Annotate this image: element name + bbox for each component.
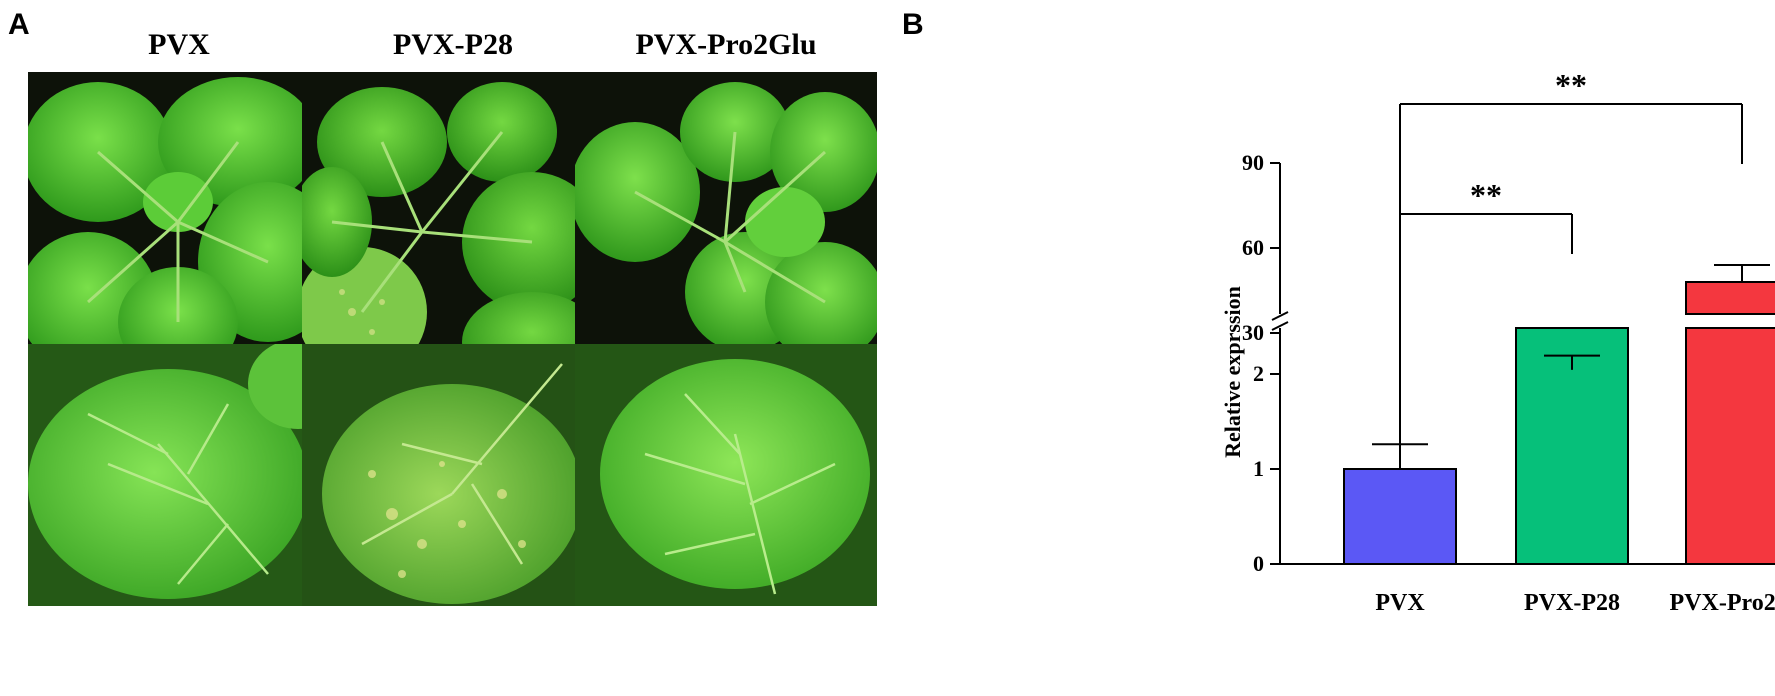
y-tick-label: 60 bbox=[1242, 235, 1264, 260]
plant-photo-pvx-whole bbox=[28, 72, 330, 372]
bar-chart: 0 1 2 30 60 90 ** ** PVX PVX-P28 PVX-Pro2Glu Rel… bbox=[1220, 67, 1775, 616]
y-tick-label: 2 bbox=[1253, 361, 1264, 386]
panel-label-b: B bbox=[902, 8, 924, 41]
photo-column-title-pvx: PVX bbox=[148, 28, 210, 61]
y-axis-label: Relative exprssion bbox=[1220, 286, 1245, 458]
leaf-photo-pvx-closeup bbox=[28, 344, 330, 606]
plant-photo-pvx-pro2glu-whole bbox=[575, 72, 877, 372]
y-tick-label: 90 bbox=[1242, 150, 1264, 175]
x-tick-label: PVX-P28 bbox=[1524, 590, 1620, 616]
x-axis-labels: PVX PVX-P28 PVX-Pro2Glu bbox=[1375, 590, 1775, 616]
bar-pvx-pro2glu-lower bbox=[1685, 327, 1775, 565]
significance-label: ** bbox=[1555, 67, 1587, 103]
axis-break-mark bbox=[1271, 311, 1289, 321]
axis-break-mark bbox=[1271, 321, 1289, 331]
y-tick-label: 30 bbox=[1242, 320, 1264, 345]
photo-column-title-pvx-pro2glu: PVX-Pro2Glu bbox=[635, 28, 817, 61]
y-tick-label: 0 bbox=[1253, 551, 1264, 576]
x-tick-label: PVX-Pro2Glu bbox=[1670, 590, 1775, 616]
x-tick-label: PVX bbox=[1375, 590, 1425, 616]
panel-label-a: A bbox=[8, 8, 30, 41]
y-axis-ticks: 0 1 2 30 60 90 bbox=[1242, 150, 1280, 576]
bar-pvx-pro2glu-upper bbox=[1685, 281, 1775, 316]
leaf-photo-pvx-pro2glu-closeup bbox=[575, 344, 877, 606]
y-tick-label: 1 bbox=[1253, 456, 1264, 481]
significance-label: ** bbox=[1470, 177, 1502, 213]
bars bbox=[1343, 281, 1775, 565]
photo-column-title-pvx-p28: PVX-P28 bbox=[393, 28, 513, 61]
significance-brackets: ** ** bbox=[1399, 67, 1743, 450]
leaf-photo-pvx-p28-closeup bbox=[302, 344, 604, 606]
bar-pvx bbox=[1343, 468, 1457, 565]
plant-photo-pvx-p28-whole bbox=[302, 72, 604, 372]
